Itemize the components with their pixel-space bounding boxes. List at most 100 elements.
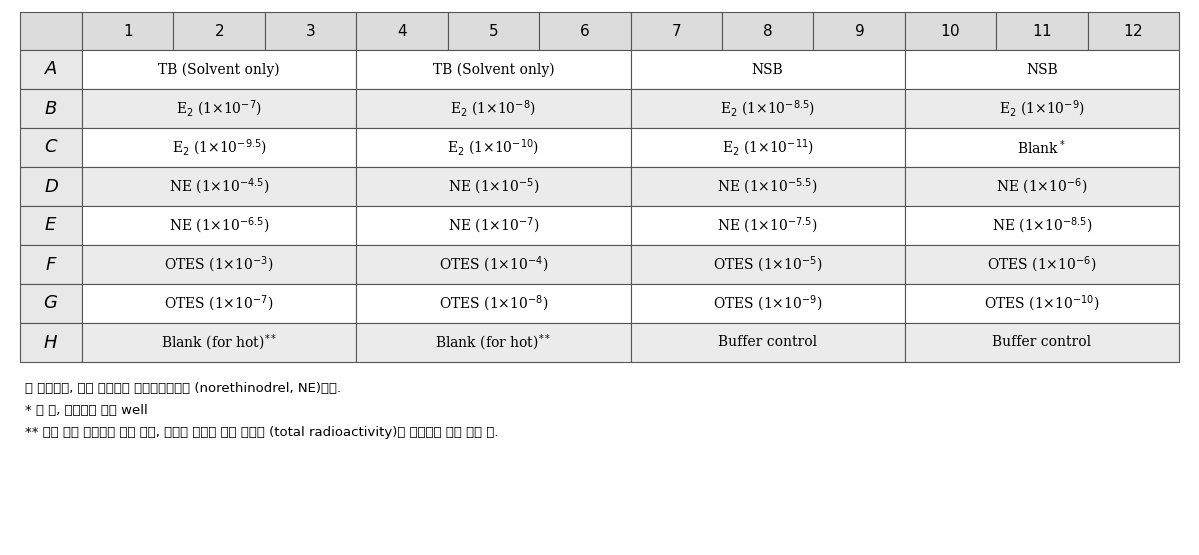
- Bar: [356, 128, 631, 167]
- Bar: [82, 284, 356, 323]
- Text: $\it{12}$: $\it{12}$: [1123, 23, 1143, 39]
- Text: ** 배양 중에 사용하지 않는 빈칸, 그러나 추가된 전체 방사능 (total radioactivity)을 확인하기 위해 사용 함.: ** 배양 중에 사용하지 않는 빈칸, 그러나 추가된 전체 방사능 (tot…: [25, 426, 499, 439]
- Text: NSB: NSB: [752, 63, 783, 77]
- Bar: [905, 206, 1179, 245]
- Bar: [82, 12, 174, 50]
- Bar: [356, 323, 631, 362]
- Bar: [20, 323, 82, 362]
- Bar: [631, 89, 905, 128]
- Text: OTES (1×10$^{-5}$): OTES (1×10$^{-5}$): [713, 254, 823, 275]
- Bar: [631, 50, 905, 89]
- Bar: [631, 128, 905, 167]
- Text: Blank$^*$: Blank$^*$: [1018, 138, 1066, 157]
- Text: Blank (for hot)$^{**}$: Blank (for hot)$^{**}$: [161, 332, 277, 352]
- Text: $\it{9}$: $\it{9}$: [854, 23, 864, 39]
- Text: E$_2$ (1×10$^{-11}$): E$_2$ (1×10$^{-11}$): [722, 137, 814, 158]
- Bar: [20, 50, 82, 89]
- Text: $\it{D}$: $\it{D}$: [43, 178, 59, 195]
- Text: $\it{A}$: $\it{A}$: [44, 60, 58, 78]
- Bar: [20, 206, 82, 245]
- Bar: [356, 206, 631, 245]
- Bar: [356, 284, 631, 323]
- Text: $\it{1}$: $\it{1}$: [122, 23, 133, 39]
- Text: Blank (for hot)$^{**}$: Blank (for hot)$^{**}$: [435, 332, 552, 352]
- Bar: [356, 167, 631, 206]
- Bar: [82, 128, 356, 167]
- Bar: [82, 323, 356, 362]
- Text: E$_2$ (1×10$^{-8}$): E$_2$ (1×10$^{-8}$): [451, 98, 536, 119]
- Bar: [905, 50, 1179, 89]
- Text: $\it{G}$: $\it{G}$: [43, 295, 59, 312]
- Text: $\it{7}$: $\it{7}$: [671, 23, 681, 39]
- Text: E$_2$ (1×10$^{-9}$): E$_2$ (1×10$^{-9}$): [999, 98, 1085, 119]
- Bar: [20, 245, 82, 284]
- Text: E$_2$ (1×10$^{-7}$): E$_2$ (1×10$^{-7}$): [176, 98, 263, 119]
- Bar: [905, 323, 1179, 362]
- Text: $\it{5}$: $\it{5}$: [488, 23, 499, 39]
- Bar: [631, 12, 722, 50]
- Text: $\it{11}$: $\it{11}$: [1032, 23, 1052, 39]
- Bar: [82, 206, 356, 245]
- Text: NSB: NSB: [1026, 63, 1058, 77]
- Text: NE (1×10$^{-5.5}$): NE (1×10$^{-5.5}$): [717, 176, 818, 196]
- Text: E$_2$ (1×10$^{-10}$): E$_2$ (1×10$^{-10}$): [447, 137, 540, 158]
- Bar: [265, 12, 356, 50]
- Bar: [905, 167, 1179, 206]
- Text: $\it{4}$: $\it{4}$: [397, 23, 408, 39]
- Text: OTES (1×10$^{-4}$): OTES (1×10$^{-4}$): [439, 254, 548, 275]
- Text: OTES (1×10$^{-7}$): OTES (1×10$^{-7}$): [164, 294, 273, 314]
- Bar: [1087, 12, 1179, 50]
- Text: OTES (1×10$^{-3}$): OTES (1×10$^{-3}$): [164, 254, 273, 275]
- Text: TB (Solvent only): TB (Solvent only): [433, 62, 554, 77]
- Bar: [631, 245, 905, 284]
- Bar: [447, 12, 540, 50]
- Bar: [540, 12, 631, 50]
- Text: 본 예제에서, 약한 결합체는 노르에티노드렁 (norethinodrel, NE)이다.: 본 예제에서, 약한 결합체는 노르에티노드렁 (norethinodrel, …: [25, 382, 342, 395]
- Text: OTES (1×10$^{-6}$): OTES (1×10$^{-6}$): [987, 254, 1097, 275]
- Bar: [82, 50, 356, 89]
- Text: $\it{6}$: $\it{6}$: [579, 23, 590, 39]
- Bar: [20, 167, 82, 206]
- Text: $\it{2}$: $\it{2}$: [215, 23, 224, 39]
- Text: E$_2$ (1×10$^{-8.5}$): E$_2$ (1×10$^{-8.5}$): [721, 98, 815, 119]
- Text: Buffer control: Buffer control: [993, 336, 1091, 350]
- Text: $\it{C}$: $\it{C}$: [43, 139, 59, 157]
- Bar: [82, 89, 356, 128]
- Bar: [20, 89, 82, 128]
- Bar: [356, 12, 447, 50]
- Text: OTES (1×10$^{-8}$): OTES (1×10$^{-8}$): [439, 294, 548, 314]
- Bar: [631, 167, 905, 206]
- Text: $\it{10}$: $\it{10}$: [940, 23, 960, 39]
- Text: $\it{H}$: $\it{H}$: [43, 334, 59, 351]
- Bar: [20, 128, 82, 167]
- Bar: [356, 89, 631, 128]
- Bar: [356, 50, 631, 89]
- Text: NE (1×10$^{-4.5}$): NE (1×10$^{-4.5}$): [169, 176, 270, 196]
- Text: $\it{3}$: $\it{3}$: [306, 23, 315, 39]
- Bar: [722, 12, 813, 50]
- Bar: [813, 12, 905, 50]
- Bar: [996, 12, 1087, 50]
- Bar: [905, 128, 1179, 167]
- Text: TB (Solvent only): TB (Solvent only): [158, 62, 279, 77]
- Text: * 빈 칸, 사용하지 않는 well: * 빈 칸, 사용하지 않는 well: [25, 404, 147, 417]
- Bar: [356, 245, 631, 284]
- Bar: [20, 12, 82, 50]
- Text: NE (1×10$^{-7}$): NE (1×10$^{-7}$): [447, 215, 540, 236]
- Bar: [631, 323, 905, 362]
- Bar: [82, 167, 356, 206]
- Bar: [905, 12, 996, 50]
- Text: E$_2$ (1×10$^{-9.5}$): E$_2$ (1×10$^{-9.5}$): [171, 137, 266, 158]
- Bar: [20, 284, 82, 323]
- Bar: [82, 245, 356, 284]
- Text: $\it{E}$: $\it{E}$: [44, 216, 58, 235]
- Bar: [631, 206, 905, 245]
- Text: $\it{F}$: $\it{F}$: [44, 255, 58, 274]
- Bar: [905, 284, 1179, 323]
- Bar: [631, 284, 905, 323]
- Text: NE (1×10$^{-7.5}$): NE (1×10$^{-7.5}$): [717, 215, 818, 236]
- Bar: [905, 89, 1179, 128]
- Text: OTES (1×10$^{-10}$): OTES (1×10$^{-10}$): [984, 294, 1099, 314]
- Bar: [174, 12, 265, 50]
- Text: OTES (1×10$^{-9}$): OTES (1×10$^{-9}$): [713, 294, 823, 314]
